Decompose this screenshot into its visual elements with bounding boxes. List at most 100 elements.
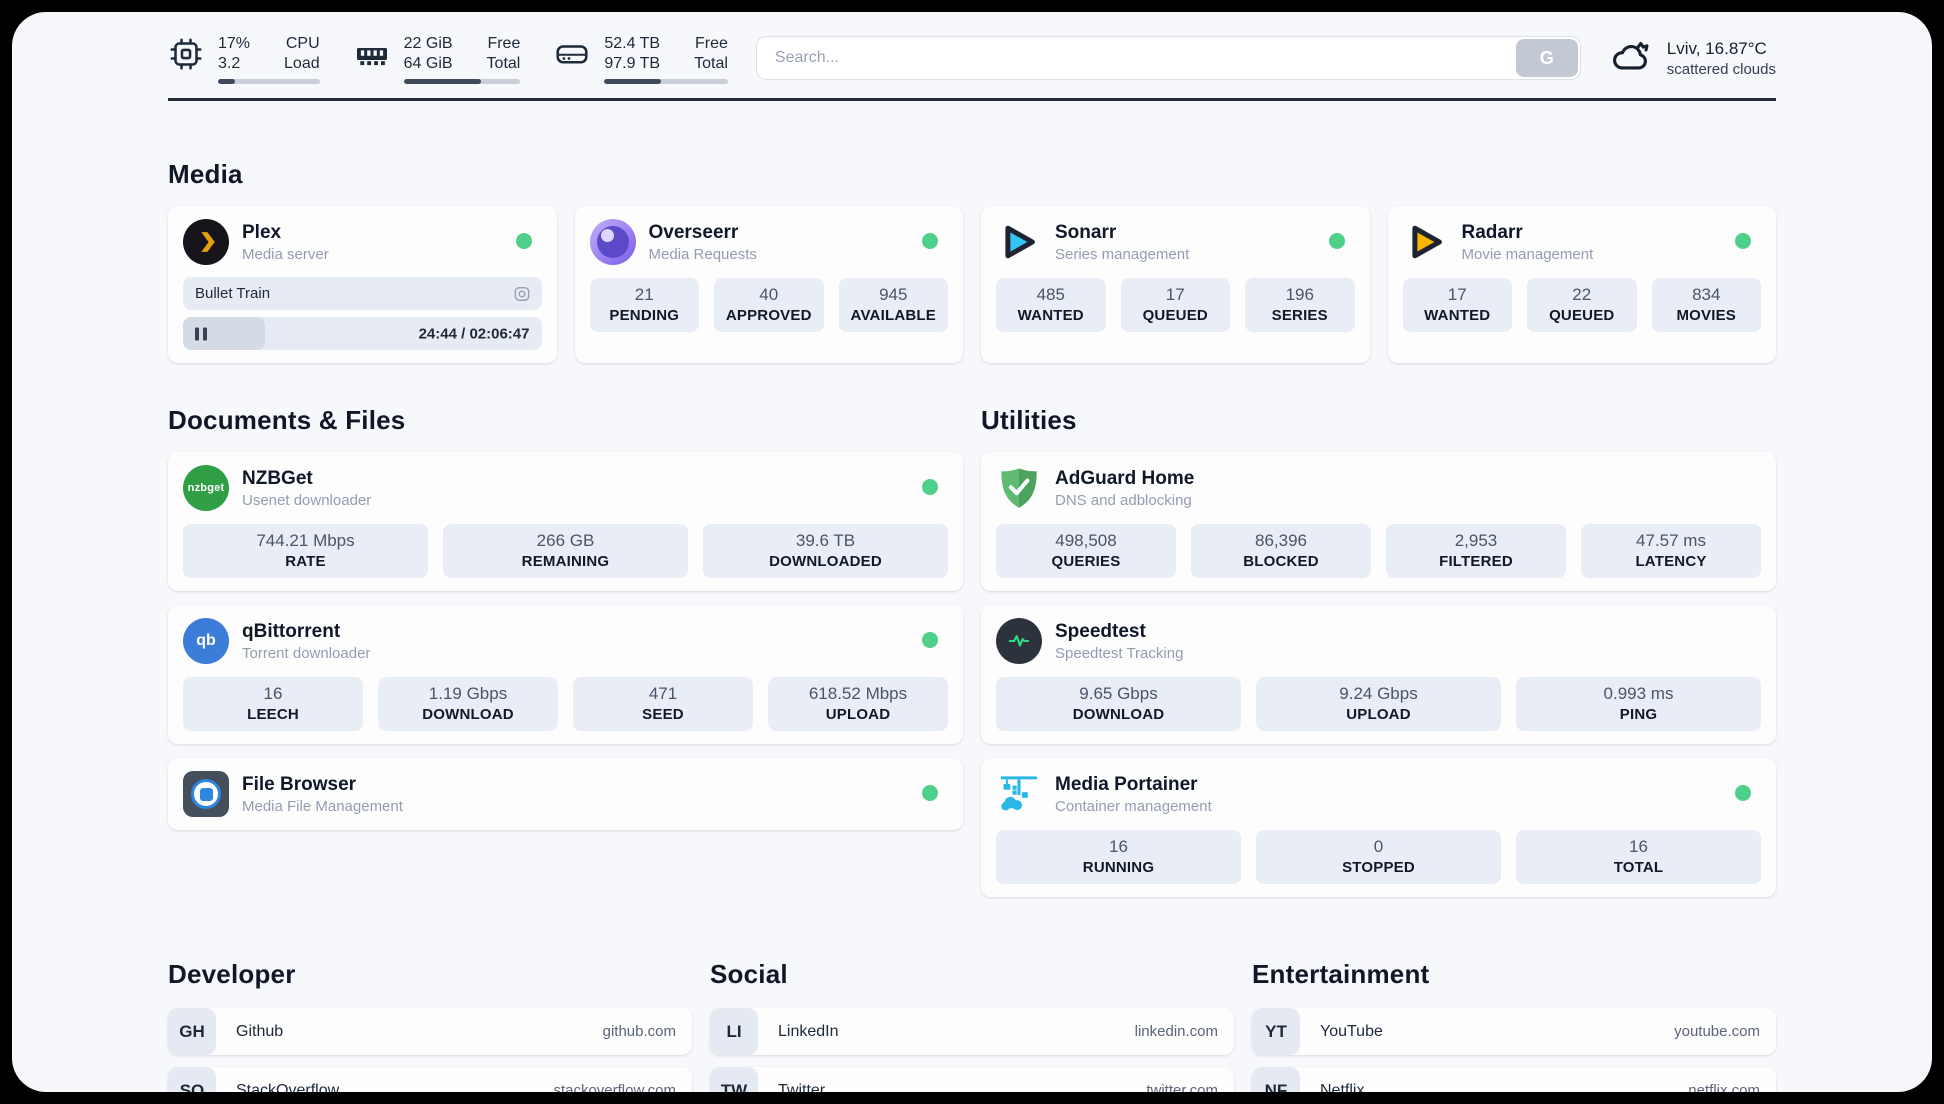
app-description: Media Requests — [648, 246, 757, 263]
adguard-link[interactable]: AdGuard Home DNS and adblocking — [996, 465, 1761, 511]
bookmark-url: twitter.com — [1146, 1082, 1218, 1092]
cpu-load-label: Load — [284, 55, 320, 72]
header-divider — [168, 98, 1776, 101]
bookmark-stackoverflow[interactable]: SO StackOverflow stackoverflow.com — [168, 1067, 692, 1092]
disk-free-value: 52.4 TB — [604, 35, 661, 52]
pause-icon[interactable] — [195, 327, 207, 340]
app-description: Speedtest Tracking — [1055, 645, 1184, 662]
section-documents: Documents & Files nzbget NZBGet Usenet d… — [168, 405, 963, 897]
bookmarks-entertainment: Entertainment YT YouTube youtube.com NF … — [1252, 959, 1776, 1092]
playback-time: 24:44 / 02:06:47 — [418, 325, 530, 342]
app-name: Plex — [242, 222, 282, 243]
filebrowser-link[interactable]: File Browser Media File Management — [183, 771, 948, 817]
stat-queued: 22 QUEUED — [1527, 278, 1637, 332]
app-card-sonarr: Sonarr Series management 485 WANTED 17 Q… — [981, 206, 1370, 363]
status-dot-online — [922, 479, 938, 495]
app-description: Usenet downloader — [242, 492, 372, 509]
status-dot-online — [1735, 785, 1751, 801]
bookmark-url: github.com — [602, 1023, 676, 1040]
qbittorrent-link[interactable]: qb qBittorrent Torrent downloader — [183, 618, 948, 664]
bookmark-url: linkedin.com — [1134, 1023, 1218, 1040]
stat-wanted: 17 WANTED — [1402, 278, 1512, 332]
stat-queued: 17 QUEUED — [1120, 278, 1230, 332]
memory-stat: 22 GiB Free 64 GiB Total — [354, 34, 521, 84]
status-dot-online — [922, 632, 938, 648]
app-description: Torrent downloader — [242, 645, 371, 662]
stat-pending: 21 PENDING — [589, 278, 699, 332]
disk-free-label: Free — [694, 35, 728, 52]
top-bar: 17% CPU 3.2 Load — [168, 12, 1776, 84]
stat-ping: 0.993 ms PING — [1516, 677, 1761, 731]
search-engine-button[interactable]: G — [1515, 39, 1578, 77]
youtube-tag-icon: YT — [1252, 1008, 1300, 1055]
documents-section-title: Documents & Files — [168, 405, 406, 435]
app-name: qBittorrent — [242, 621, 341, 642]
app-card-qbittorrent: qb qBittorrent Torrent downloader 16 LEE… — [168, 605, 963, 744]
disk-icon — [554, 36, 590, 72]
netflix-tag-icon: NF — [1252, 1067, 1300, 1092]
ram-free-label: Free — [487, 35, 521, 52]
app-description: Media server — [242, 246, 329, 263]
stat-series: 196 SERIES — [1245, 278, 1355, 332]
nzbget-link[interactable]: nzbget NZBGet Usenet downloader — [183, 465, 948, 511]
section-media: Media Plex Media server — [168, 159, 1776, 363]
bookmark-netflix[interactable]: NF Netflix netflix.com — [1252, 1067, 1776, 1092]
stat-blocked: 86,396 BLOCKED — [1191, 524, 1371, 578]
bookmarks-social: Social LI LinkedIn linkedin.com TW Twitt… — [710, 959, 1234, 1092]
stat-available: 945 AVAILABLE — [838, 278, 948, 332]
stat-downloaded: 39.6 TB DOWNLOADED — [703, 524, 948, 578]
twitter-tag-icon: TW — [710, 1067, 758, 1092]
weather-location-temp: Lviv, 16.87°C — [1666, 38, 1767, 58]
search-input[interactable] — [755, 36, 1581, 80]
movie-icon[interactable] — [512, 284, 532, 304]
app-card-plex: Plex Media server Bullet Train — [168, 206, 557, 363]
app-name: Media Portainer — [1055, 774, 1198, 795]
app-name: Overseerr — [648, 222, 739, 243]
app-description: DNS and adblocking — [1055, 492, 1192, 509]
nzbget-icon: nzbget — [183, 465, 229, 511]
app-card-speedtest: Speedtest Speedtest Tracking 9.65 Gbps D… — [981, 605, 1776, 744]
speedtest-link[interactable]: Speedtest Speedtest Tracking — [996, 618, 1761, 664]
stackoverflow-tag-icon: SO — [168, 1067, 216, 1092]
bookmark-name: LinkedIn — [778, 1022, 839, 1040]
filebrowser-icon — [183, 771, 229, 817]
sonarr-link[interactable]: Sonarr Series management — [996, 219, 1355, 265]
plex-icon — [183, 219, 229, 265]
stat-movies: 834 MOVIES — [1651, 278, 1761, 332]
status-dot-online — [1328, 233, 1345, 249]
bookmark-twitter[interactable]: TW Twitter twitter.com — [710, 1067, 1234, 1092]
linkedin-tag-icon: LI — [710, 1008, 758, 1055]
ram-free-value: 22 GiB — [403, 35, 453, 52]
bookmarks-developer: Developer GH Github github.com SO StackO… — [168, 959, 692, 1092]
utilities-section-title: Utilities — [981, 405, 1077, 435]
app-card-adguard: AdGuard Home DNS and adblocking 498,508 … — [981, 452, 1776, 591]
bookmark-youtube[interactable]: YT YouTube youtube.com — [1252, 1008, 1776, 1055]
overseerr-link[interactable]: Overseerr Media Requests — [589, 219, 949, 265]
cpu-label: CPU — [285, 35, 320, 52]
speedtest-pulse-icon — [996, 618, 1042, 664]
status-dot-online — [515, 233, 532, 249]
bookmark-linkedin[interactable]: LI LinkedIn linkedin.com — [710, 1008, 1234, 1055]
bookmark-github[interactable]: GH Github github.com — [168, 1008, 692, 1055]
media-section-title: Media — [168, 159, 243, 189]
plex-link[interactable]: Plex Media server — [183, 219, 542, 265]
app-name: AdGuard Home — [1055, 468, 1195, 489]
stat-stopped: 0 STOPPED — [1256, 830, 1501, 884]
ram-total-label: Total — [486, 55, 521, 72]
stat-download: 1.19 Gbps DOWNLOAD — [378, 677, 558, 731]
app-name: Radarr — [1461, 222, 1523, 243]
radarr-link[interactable]: Radarr Movie management — [1403, 219, 1762, 265]
app-description: Series management — [1055, 246, 1190, 263]
app-card-overseerr: Overseerr Media Requests 21 PENDING 40 A… — [574, 206, 963, 363]
stat-upload: 618.52 Mbps UPLOAD — [768, 677, 948, 731]
stat-running: 16 RUNNING — [996, 830, 1241, 884]
portainer-link[interactable]: Media Portainer Container management — [996, 771, 1761, 817]
adguard-shield-icon — [996, 465, 1042, 511]
stat-approved: 40 APPROVED — [714, 278, 824, 332]
stat-total: 16 TOTAL — [1516, 830, 1761, 884]
bookmark-url: netflix.com — [1688, 1082, 1760, 1092]
app-card-nzbget: nzbget NZBGet Usenet downloader 744.21 M… — [168, 452, 963, 591]
status-dot-online — [1735, 233, 1751, 249]
ram-icon — [354, 36, 390, 72]
disk-stat: 52.4 TB Free 97.9 TB Total — [554, 34, 728, 84]
